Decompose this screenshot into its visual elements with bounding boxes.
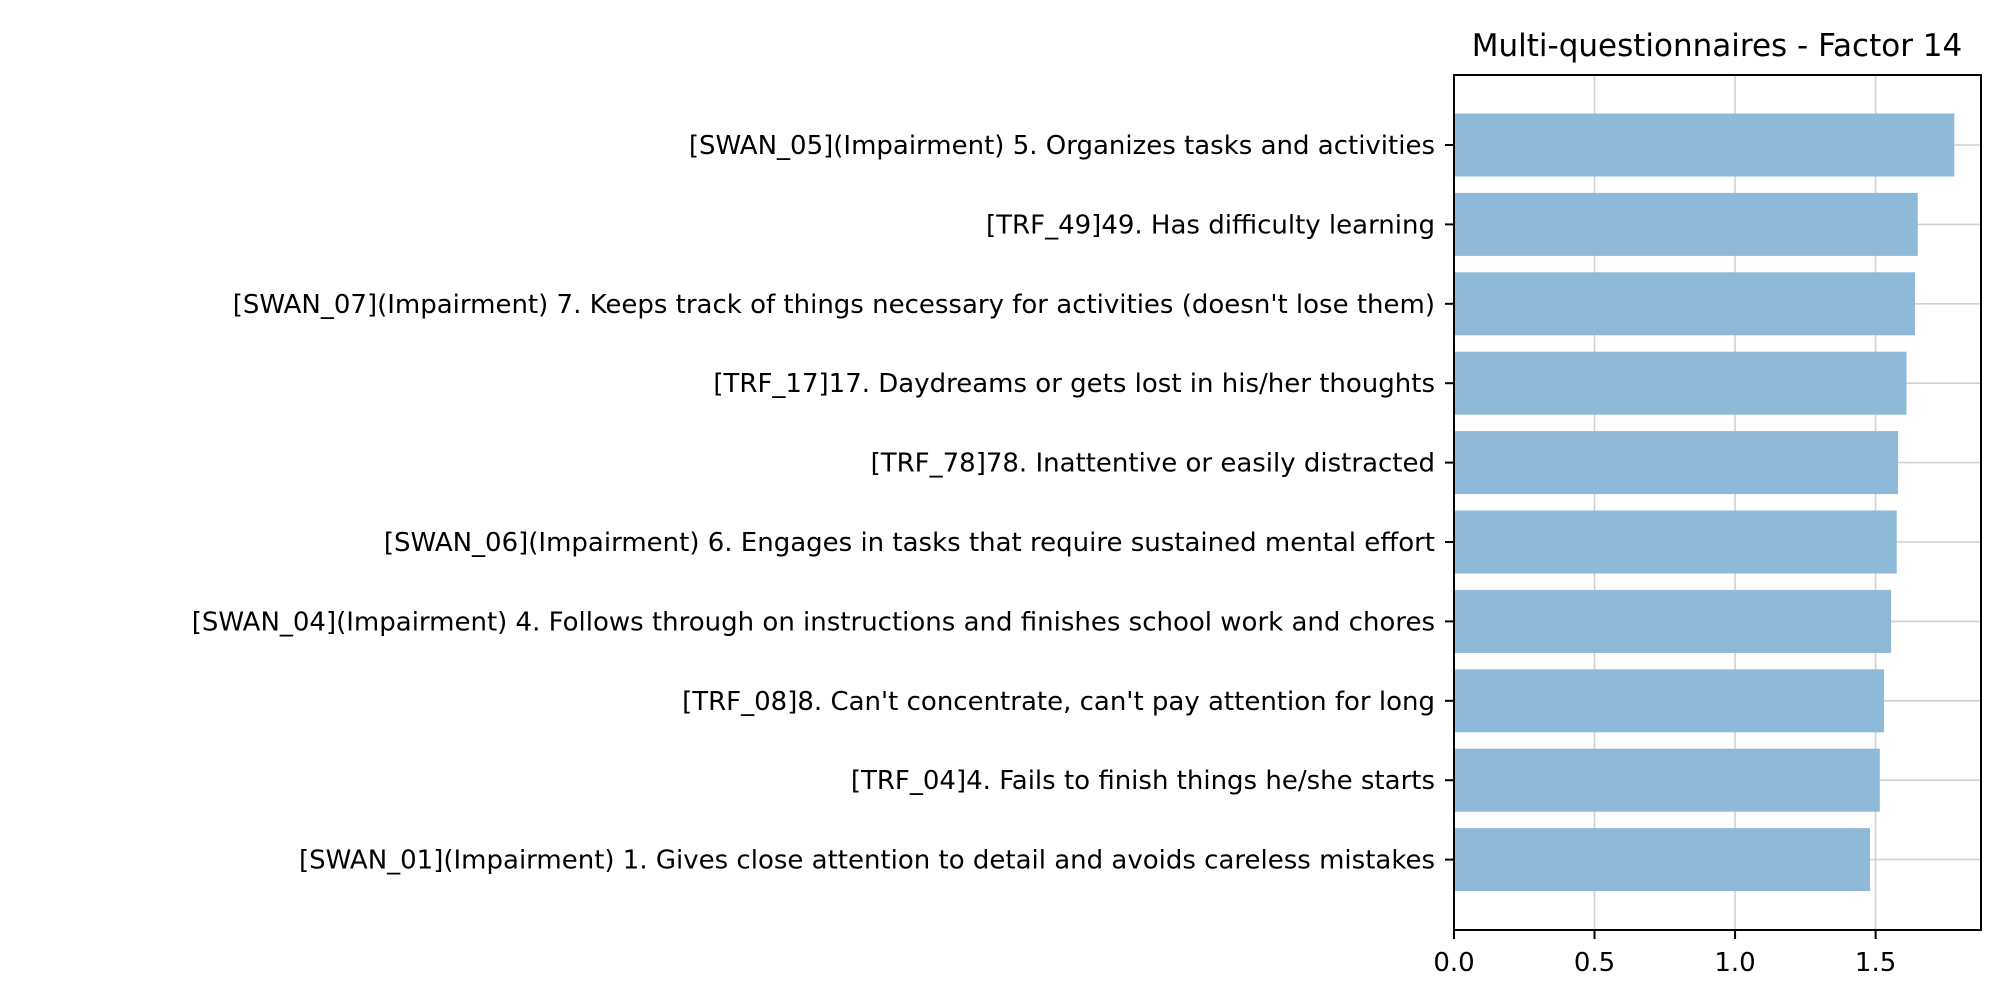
category-label: [SWAN_07](Impairment) 7. Keeps track of … [233, 290, 1435, 320]
bar [1454, 192, 1918, 256]
x-tick-label: 0.0 [1433, 948, 1474, 978]
category-label: [TRF_08]8. Can't concentrate, can't pay … [682, 687, 1435, 717]
bar [1454, 272, 1915, 336]
category-label: [SWAN_04](Impairment) 4. Follows through… [192, 607, 1435, 637]
category-label: [SWAN_05](Impairment) 5. Organizes tasks… [689, 131, 1435, 161]
tick-layer: 0.0 0.5 1.0 1.5 [1433, 144, 1896, 978]
category-label: [SWAN_01](Impairment) 1. Gives close att… [299, 846, 1435, 876]
bar [1454, 351, 1907, 415]
bar [1454, 431, 1899, 495]
bar [1454, 113, 1955, 177]
category-label: [TRF_04]4. Fails to finish things he/she… [851, 766, 1435, 796]
bar [1454, 510, 1897, 574]
x-tick-label: 1.5 [1855, 948, 1896, 978]
bar-layer [1454, 113, 1955, 892]
bar [1454, 589, 1892, 653]
chart-title: Multi-questionnaires - Factor 14 [1472, 28, 1963, 64]
x-tick-label: 0.5 [1574, 948, 1615, 978]
category-label: [TRF_17]17. Daydreams or gets lost in hi… [713, 369, 1435, 399]
bar [1454, 669, 1885, 733]
category-label: [TRF_49]49. Has difficulty learning [986, 210, 1435, 240]
category-label: [SWAN_06](Impairment) 6. Engages in task… [384, 528, 1435, 558]
bar [1454, 748, 1880, 812]
plot-frame [1453, 74, 1982, 931]
x-tick-label: 1.0 [1714, 948, 1755, 978]
label-layer: [SWAN_05](Impairment) 5. Organizes tasks… [192, 131, 1435, 876]
category-label: [TRF_78]78. Inattentive or easily distra… [871, 449, 1435, 479]
bar [1454, 828, 1870, 892]
